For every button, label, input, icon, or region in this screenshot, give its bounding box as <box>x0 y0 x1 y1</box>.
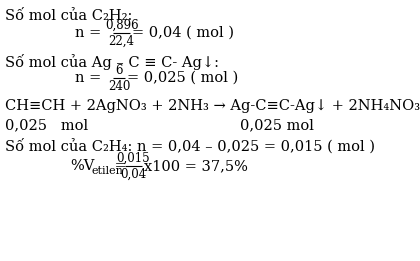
Text: %V: %V <box>70 159 94 173</box>
Text: 0,896: 0,896 <box>105 19 139 32</box>
Text: 22,4: 22,4 <box>109 34 135 48</box>
Text: 6: 6 <box>115 63 123 76</box>
Text: Số mol của C₂H₂:: Số mol của C₂H₂: <box>5 9 132 23</box>
Text: 0,025   mol: 0,025 mol <box>5 118 88 132</box>
Text: n =: n = <box>75 71 106 85</box>
Text: n =: n = <box>75 26 106 40</box>
Text: 0,04: 0,04 <box>120 168 147 181</box>
Text: CH≡CH + 2AgNO₃ + 2NH₃ → Ag-C≡C-Ag↓ + 2NH₄NO₃: CH≡CH + 2AgNO₃ + 2NH₃ → Ag-C≡C-Ag↓ + 2NH… <box>5 99 420 113</box>
Text: = 0,025 ( mol ): = 0,025 ( mol ) <box>127 71 238 85</box>
Text: Số mol của C₂H₄: n = 0,04 – 0,025 = 0,015 ( mol ): Số mol của C₂H₄: n = 0,04 – 0,025 = 0,01… <box>5 138 375 153</box>
Text: etilen: etilen <box>92 166 124 176</box>
Text: 0,025 mol: 0,025 mol <box>240 118 314 132</box>
Text: = 0,04 ( mol ): = 0,04 ( mol ) <box>132 26 234 40</box>
Text: 240: 240 <box>108 80 130 92</box>
Text: =: = <box>110 159 126 173</box>
Text: x100 = 37,5%: x100 = 37,5% <box>144 159 248 173</box>
Text: 0,015: 0,015 <box>117 151 150 164</box>
Text: Số mol của Ag – C ≡ C- Ag↓:: Số mol của Ag – C ≡ C- Ag↓: <box>5 54 219 70</box>
